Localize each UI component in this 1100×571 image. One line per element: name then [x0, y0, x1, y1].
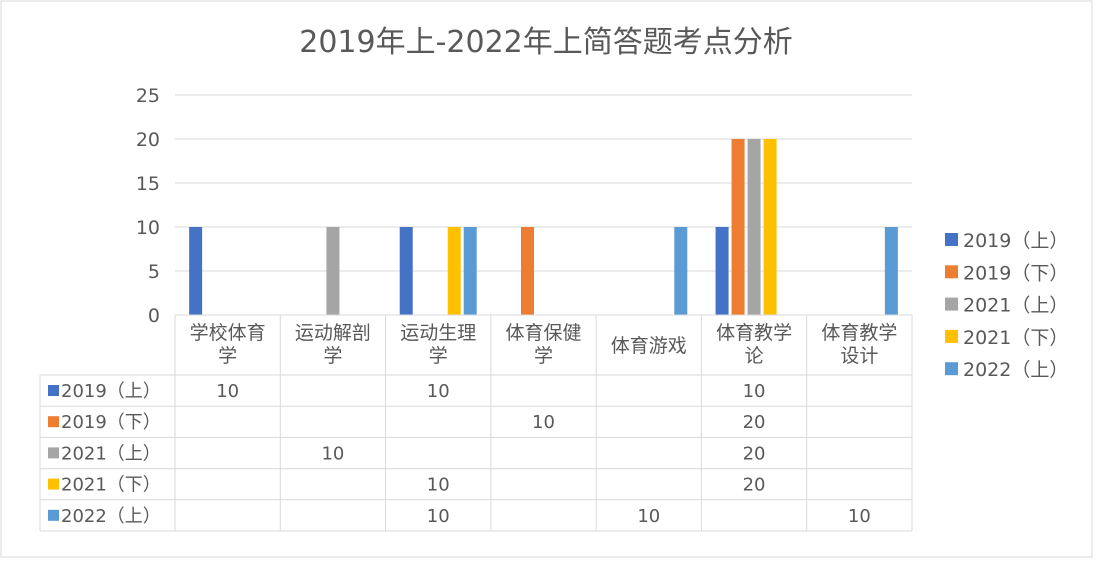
table-legend-key	[48, 509, 59, 521]
y-tick-label: 5	[148, 261, 160, 283]
category-label: 体育游戏	[611, 335, 687, 357]
table-legend-key	[48, 385, 59, 396]
table-series-label: 2019（下）	[61, 412, 161, 433]
legend-label: 2021（上）	[963, 295, 1068, 317]
category-label: 体育教学	[821, 322, 897, 344]
category-label: 学	[218, 345, 237, 367]
bar	[189, 227, 203, 315]
bar	[763, 139, 777, 315]
bar	[747, 139, 761, 315]
table-cell-value: 10	[427, 381, 450, 402]
bar	[715, 227, 729, 315]
legend-label: 2021（下）	[963, 327, 1068, 349]
legend-key	[945, 297, 958, 311]
category-label: 设计	[840, 345, 878, 367]
y-tick-label: 0	[148, 305, 160, 327]
y-tick-label: 10	[136, 217, 160, 239]
table-series-label: 2019（上）	[61, 381, 161, 402]
bar	[399, 227, 413, 315]
table-cell-value: 10	[848, 506, 871, 527]
chart-border	[0, 0, 1093, 558]
table-cell-value: 20	[743, 443, 766, 464]
table-cell-value: 20	[743, 475, 766, 496]
table-cell-value: 10	[532, 412, 555, 433]
category-label: 运动生理	[400, 322, 476, 344]
bar	[463, 227, 477, 315]
table-cell-value: 10	[216, 381, 239, 402]
table-cell-value: 10	[427, 475, 450, 496]
table-series-label: 2021（上）	[61, 443, 161, 464]
table-cell-value: 10	[743, 381, 766, 402]
table-cell-value: 10	[321, 443, 344, 464]
category-label: 论	[745, 345, 764, 367]
category-label: 学	[323, 345, 342, 367]
table-legend-key	[48, 447, 59, 459]
table-cell-value: 10	[427, 506, 450, 527]
category-label: 学	[429, 345, 448, 367]
category-label: 学校体育	[190, 322, 266, 344]
legend-label: 2019（上）	[963, 230, 1068, 252]
category-label: 学	[534, 345, 553, 367]
bar	[447, 227, 461, 315]
bar	[674, 227, 688, 315]
table-legend-key	[48, 478, 59, 490]
table-series-label: 2021（下）	[61, 475, 161, 496]
bar	[731, 139, 745, 315]
table-cell-value: 20	[743, 412, 766, 433]
table-series-label: 2022（上）	[61, 506, 161, 527]
bar	[521, 227, 534, 315]
y-tick-label: 20	[136, 129, 160, 151]
table-legend-key	[48, 416, 59, 428]
category-label: 体育保健	[505, 322, 581, 344]
legend-key	[945, 265, 958, 279]
legend-label: 2022（上）	[963, 359, 1068, 381]
table-cell-value: 10	[637, 506, 660, 527]
legend-key	[945, 329, 958, 343]
category-label: 体育教学	[716, 322, 792, 344]
category-label: 运动解剖	[295, 322, 371, 344]
chart-title: 2019年上-2022年上简答题考点分析	[299, 25, 793, 60]
legend-label: 2019（下）	[963, 262, 1068, 284]
bar	[884, 227, 898, 315]
bar	[326, 227, 340, 315]
legend-key	[945, 233, 958, 246]
legend-key	[945, 362, 958, 376]
y-tick-label: 25	[136, 85, 160, 107]
y-tick-label: 15	[136, 173, 160, 195]
